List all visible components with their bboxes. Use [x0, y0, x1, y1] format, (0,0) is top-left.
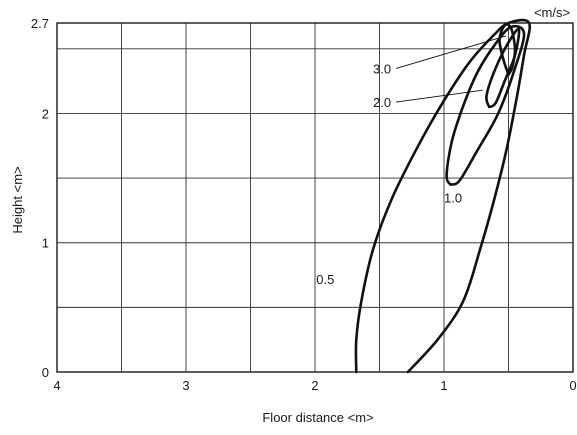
unit-label: <m/s> [534, 5, 570, 20]
label-pointer-2-0 [396, 89, 483, 103]
y-tick-label: 0 [42, 365, 49, 380]
x-tick-label: 3 [182, 378, 189, 393]
grid [56, 22, 574, 373]
y-tick-labels: 0 1 2 2.7 [31, 16, 49, 380]
x-tick-labels: 4 3 2 1 0 [53, 378, 576, 393]
x-axis-title: Floor distance <m> [262, 410, 373, 425]
contour-line-3-0 [498, 23, 517, 76]
y-tick-label: 2.7 [31, 16, 49, 31]
plot-frame [56, 22, 574, 373]
y-axis-title: Height <m> [10, 166, 25, 233]
contour-line-2-0 [485, 27, 521, 109]
x-tick-label: 4 [53, 378, 60, 393]
label-pointer-3-0 [395, 35, 507, 69]
x-tick-label: 0 [569, 378, 576, 393]
contour-labels: 0.5 1.0 2.0 3.0 [316, 61, 462, 287]
contour-label-1-0: 1.0 [444, 191, 462, 206]
contour-label-0-5: 0.5 [316, 272, 334, 287]
contour-label-2-0: 2.0 [373, 95, 391, 110]
x-tick-label: 1 [440, 378, 447, 393]
x-tick-label: 2 [311, 378, 318, 393]
y-tick-label: 1 [42, 236, 49, 251]
contour-label-3-0: 3.0 [373, 61, 391, 76]
y-tick-label: 2 [42, 106, 49, 121]
label-pointers [395, 35, 507, 103]
